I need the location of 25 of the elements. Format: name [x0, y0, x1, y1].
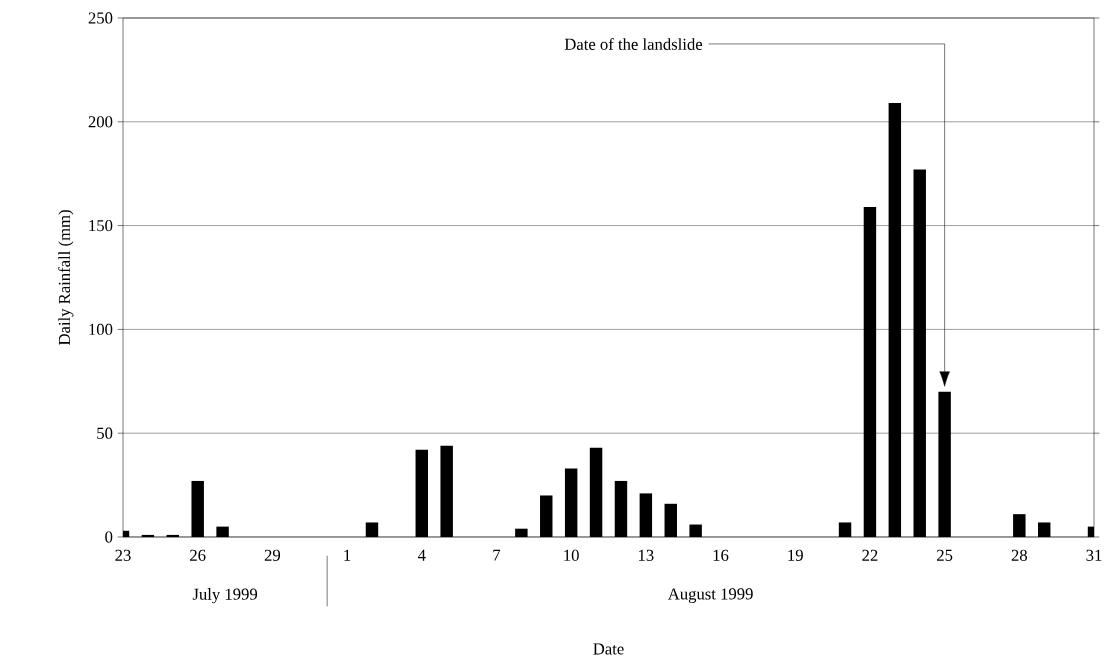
x-axis-title: Date	[593, 643, 624, 655]
y-tick-label: 250	[88, 12, 113, 24]
x-tick-label: 28	[1011, 549, 1028, 561]
x-tick-label: 4	[417, 549, 426, 561]
x-tick-label: 26	[190, 549, 206, 561]
annotation: Date of the landslide	[564, 38, 703, 50]
x-tick-label: 13	[638, 549, 654, 561]
x-tick-label: 19	[788, 549, 803, 561]
x-tick-label: 10	[564, 549, 579, 561]
y-tick-label: 50	[97, 427, 113, 439]
x-tick-label: 23	[115, 549, 131, 561]
text: July 1999	[192, 588, 258, 604]
x-tick-label: 31	[1086, 549, 1102, 561]
y-tick-label: 150	[89, 219, 113, 232]
x-tick-label: 16	[713, 549, 729, 561]
x-tick-label: 7	[493, 549, 501, 561]
x-tick-label: 25	[937, 549, 953, 561]
y-axis-title: Daily Rainfall (mm)	[58, 210, 74, 346]
y-tick-label: 200	[88, 116, 113, 128]
x-tick-label: 22	[862, 549, 878, 561]
x-tick-label: 29	[264, 549, 281, 561]
x-tick-label: 1	[344, 549, 351, 561]
y-tick-label: 100	[89, 323, 113, 336]
y-tick-label: 0	[105, 531, 113, 543]
text: August 1999	[667, 588, 753, 603]
